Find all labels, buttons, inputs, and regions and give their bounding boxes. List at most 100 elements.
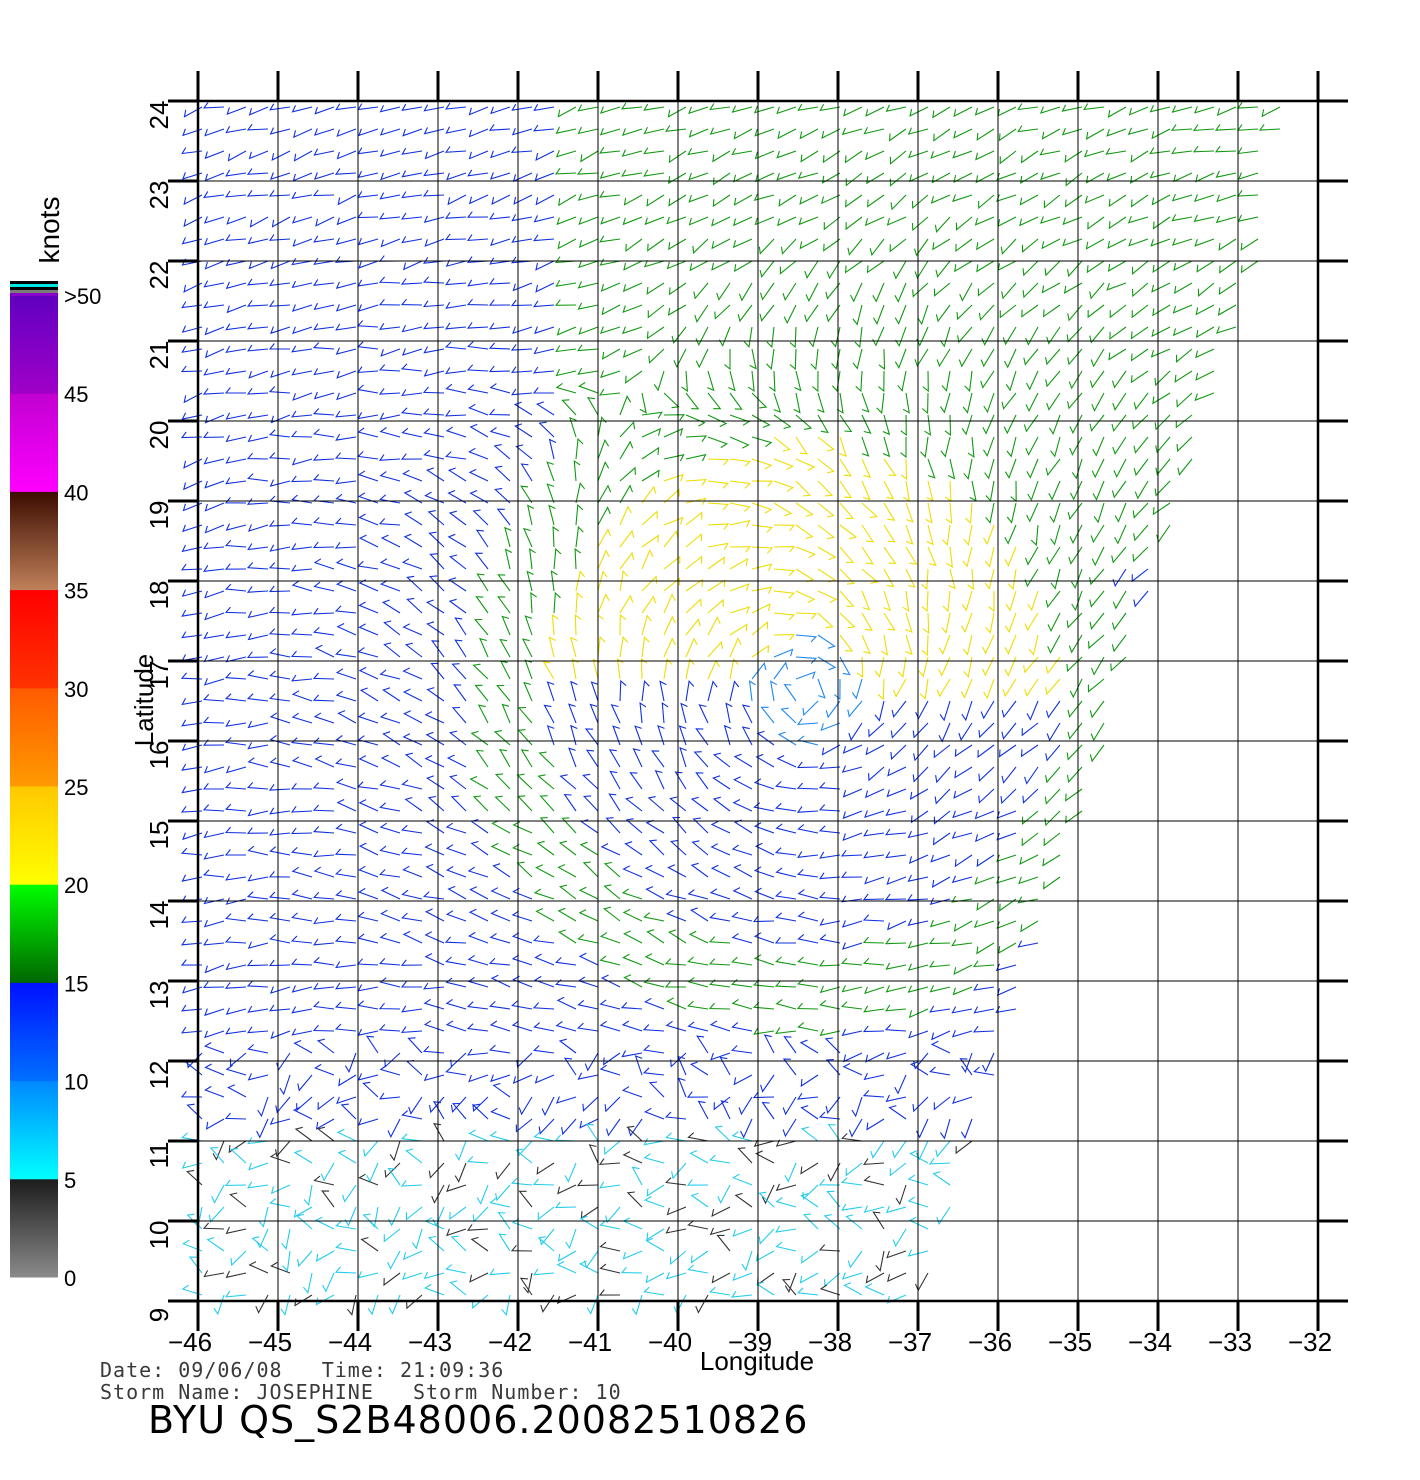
wind-barb bbox=[641, 614, 652, 636]
wind-barb bbox=[738, 282, 753, 302]
wind-barb bbox=[356, 341, 379, 350]
wind-barb bbox=[335, 347, 357, 355]
wind-barb bbox=[729, 458, 752, 467]
wind-barb bbox=[685, 555, 703, 570]
wind-barb bbox=[517, 706, 533, 724]
wind-barb bbox=[929, 985, 951, 993]
wind-barb bbox=[577, 1072, 599, 1080]
wind-barb bbox=[685, 637, 698, 658]
wind-barb bbox=[230, 1250, 247, 1267]
wind-barb bbox=[843, 106, 863, 117]
wind-barb bbox=[863, 126, 885, 135]
wind-barb bbox=[687, 1264, 709, 1274]
wind-barb bbox=[673, 1294, 687, 1315]
wind-barb bbox=[651, 750, 665, 768]
wind-barb bbox=[643, 103, 665, 111]
wind-barb bbox=[488, 1044, 511, 1054]
wind-barb bbox=[644, 216, 665, 226]
wind-barb bbox=[599, 999, 621, 1010]
wind-barb bbox=[346, 1294, 357, 1316]
wind-barb bbox=[203, 191, 225, 199]
wind-barb bbox=[538, 1118, 555, 1135]
wind-barb bbox=[404, 752, 423, 768]
wind-barb bbox=[1130, 194, 1149, 208]
wind-barb bbox=[1156, 524, 1171, 543]
wind-barb bbox=[841, 985, 863, 993]
wind-barb bbox=[224, 693, 247, 702]
wind-barb bbox=[775, 823, 797, 834]
wind-barb bbox=[247, 1181, 269, 1189]
wind-barb bbox=[296, 1096, 313, 1112]
wind-barb bbox=[713, 1096, 731, 1111]
wind-barb bbox=[976, 854, 995, 868]
wind-barb bbox=[400, 959, 423, 966]
wind-barb bbox=[995, 876, 1017, 884]
wind-barb bbox=[578, 326, 599, 335]
wind-barb bbox=[863, 1175, 885, 1186]
wind-barb bbox=[183, 392, 203, 404]
wind-barb bbox=[1045, 370, 1061, 388]
wind-barb bbox=[447, 885, 467, 900]
wind-barb bbox=[248, 1261, 269, 1274]
wind-barb bbox=[445, 102, 467, 110]
wind-barb bbox=[1176, 392, 1193, 408]
colorbar-band bbox=[10, 786, 58, 885]
wind-barb bbox=[575, 482, 586, 504]
wind-barb bbox=[269, 846, 291, 856]
wind-barb bbox=[335, 1242, 357, 1252]
colorbar-band bbox=[10, 687, 58, 787]
wind-barb bbox=[185, 1169, 203, 1186]
wind-barb bbox=[795, 458, 816, 471]
wind-barb bbox=[710, 864, 731, 878]
wind-barb bbox=[336, 799, 357, 812]
wind-barb bbox=[426, 687, 445, 702]
wind-barb bbox=[933, 282, 951, 297]
wind-barb bbox=[313, 712, 335, 724]
wind-barb bbox=[312, 782, 335, 790]
wind-barb bbox=[577, 976, 599, 988]
wind-barb bbox=[1111, 480, 1127, 499]
wind-barb bbox=[224, 387, 247, 394]
wind-barb bbox=[728, 370, 736, 392]
wind-barb bbox=[358, 513, 379, 526]
wind-barb bbox=[314, 106, 335, 115]
wind-barb bbox=[518, 1096, 533, 1116]
wind-barb bbox=[511, 910, 533, 922]
wind-barb bbox=[512, 326, 533, 334]
wind-barb bbox=[246, 959, 269, 967]
wind-barb bbox=[597, 549, 610, 570]
wind-barb bbox=[932, 238, 951, 251]
wind-barb bbox=[872, 304, 885, 325]
wind-barb bbox=[423, 322, 445, 330]
wind-barb bbox=[884, 893, 907, 901]
wind-barb bbox=[344, 1206, 357, 1227]
wind-barb bbox=[599, 258, 621, 266]
wind-barb bbox=[695, 728, 709, 746]
wind-barb bbox=[428, 531, 445, 548]
wind-barb bbox=[733, 753, 753, 768]
wind-barb bbox=[402, 260, 423, 271]
wind-barb bbox=[674, 771, 687, 790]
wind-barb bbox=[476, 573, 489, 592]
wind-barb bbox=[773, 414, 792, 430]
wind-barb bbox=[180, 431, 203, 439]
wind-barb bbox=[973, 1006, 995, 1014]
wind-barb bbox=[648, 839, 665, 856]
wind-barb bbox=[225, 323, 247, 331]
wind-barb bbox=[246, 498, 269, 505]
wind-barb bbox=[708, 936, 731, 944]
wind-barb bbox=[229, 1052, 247, 1067]
wind-barb bbox=[248, 260, 269, 270]
wind-barb bbox=[181, 763, 203, 771]
wind-barb bbox=[291, 280, 313, 289]
wind-barb bbox=[268, 959, 291, 967]
x-tick-label: −42 bbox=[488, 1327, 532, 1357]
wind-barb bbox=[203, 216, 225, 224]
wind-barb bbox=[520, 485, 533, 504]
wind-barb bbox=[800, 1074, 819, 1088]
wind-barb bbox=[580, 1206, 599, 1220]
wind-barb bbox=[686, 1000, 709, 1010]
wind-barb bbox=[512, 1074, 533, 1084]
wind-barb bbox=[1001, 700, 1017, 719]
wind-barb bbox=[369, 1206, 379, 1228]
